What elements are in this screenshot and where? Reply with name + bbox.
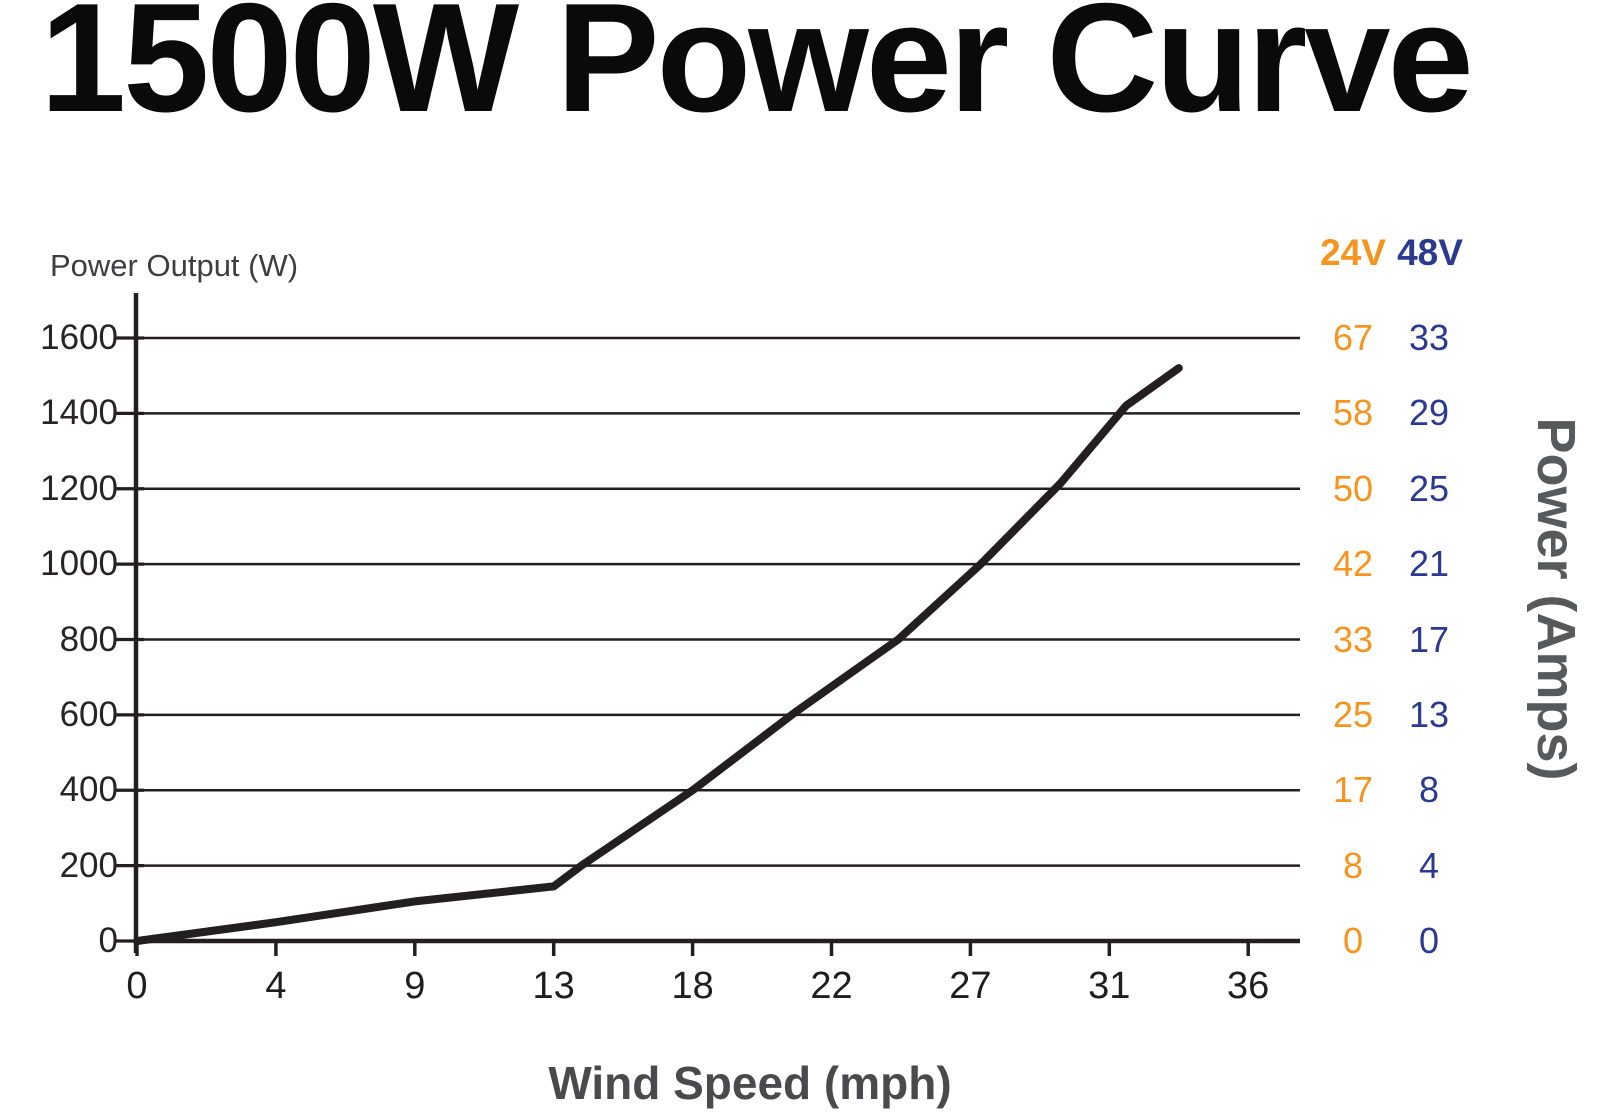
x-tick-label-31: 31 (1088, 965, 1131, 1007)
y-tick-label-1600: 1600 (40, 318, 118, 357)
amp-48v-value-200: 4 (1418, 844, 1440, 886)
page-title: 1500W Power Curve (40, 0, 1474, 144)
amp-24v-value-800: 33 (1332, 618, 1374, 660)
y-tick-label-1400: 1400 (40, 393, 118, 433)
x-tick-label-27: 27 (949, 965, 992, 1007)
x-tick-label-13: 13 (532, 965, 575, 1007)
amp-48v-value-1600: 33 (1408, 317, 1450, 358)
y-tick-label-600: 600 (59, 694, 118, 734)
amp-48v-value-1200: 25 (1408, 467, 1450, 509)
amp-24v-value-400: 17 (1332, 769, 1374, 811)
amp-24v-value-1400: 58 (1332, 392, 1374, 434)
amp-column-header-48v: 48V (1397, 232, 1463, 273)
x-tick-label-18: 18 (671, 965, 714, 1007)
amp-48v-value-800: 17 (1408, 618, 1450, 660)
right-axis-title: Power (Amps) (1526, 417, 1586, 781)
x-tick-label-36: 36 (1227, 965, 1270, 1007)
amp-48v-value-1400: 29 (1408, 392, 1450, 434)
x-tick-label-9: 9 (404, 965, 426, 1007)
y-tick-label-1200: 1200 (40, 468, 118, 508)
amp-24v-value-1000: 42 (1332, 543, 1374, 585)
y-tick-label-1000: 1000 (40, 544, 118, 584)
x-tick-label-22: 22 (810, 965, 853, 1007)
power-curve-line (133, 364, 1183, 945)
amp-24v-value-200: 8 (1342, 844, 1364, 886)
amp-48v-value-400: 8 (1418, 769, 1440, 811)
amp-24v-value-1600: 67 (1332, 317, 1374, 358)
x-tick-label-0: 0 (126, 965, 148, 1007)
y-tick-label-0: 0 (98, 921, 118, 960)
amp-48v-value-0: 0 (1418, 920, 1440, 961)
amp-column-header-24v: 24V (1320, 232, 1386, 273)
x-axis-title: Wind Speed (mph) (548, 1057, 952, 1109)
amp-24v-value-0: 0 (1342, 920, 1364, 961)
x-tick-label-4: 4 (265, 965, 287, 1007)
y-tick-label-800: 800 (59, 619, 118, 659)
amp-24v-value-600: 25 (1332, 693, 1374, 735)
y-tick-label-200: 200 (59, 845, 118, 885)
amp-48v-value-600: 13 (1408, 693, 1450, 735)
amp-48v-value-1000: 21 (1408, 543, 1450, 585)
y-tick-label-400: 400 (59, 770, 118, 810)
amp-24v-value-1200: 50 (1332, 467, 1374, 509)
y-axis-title: Power Output (W) (50, 248, 299, 283)
